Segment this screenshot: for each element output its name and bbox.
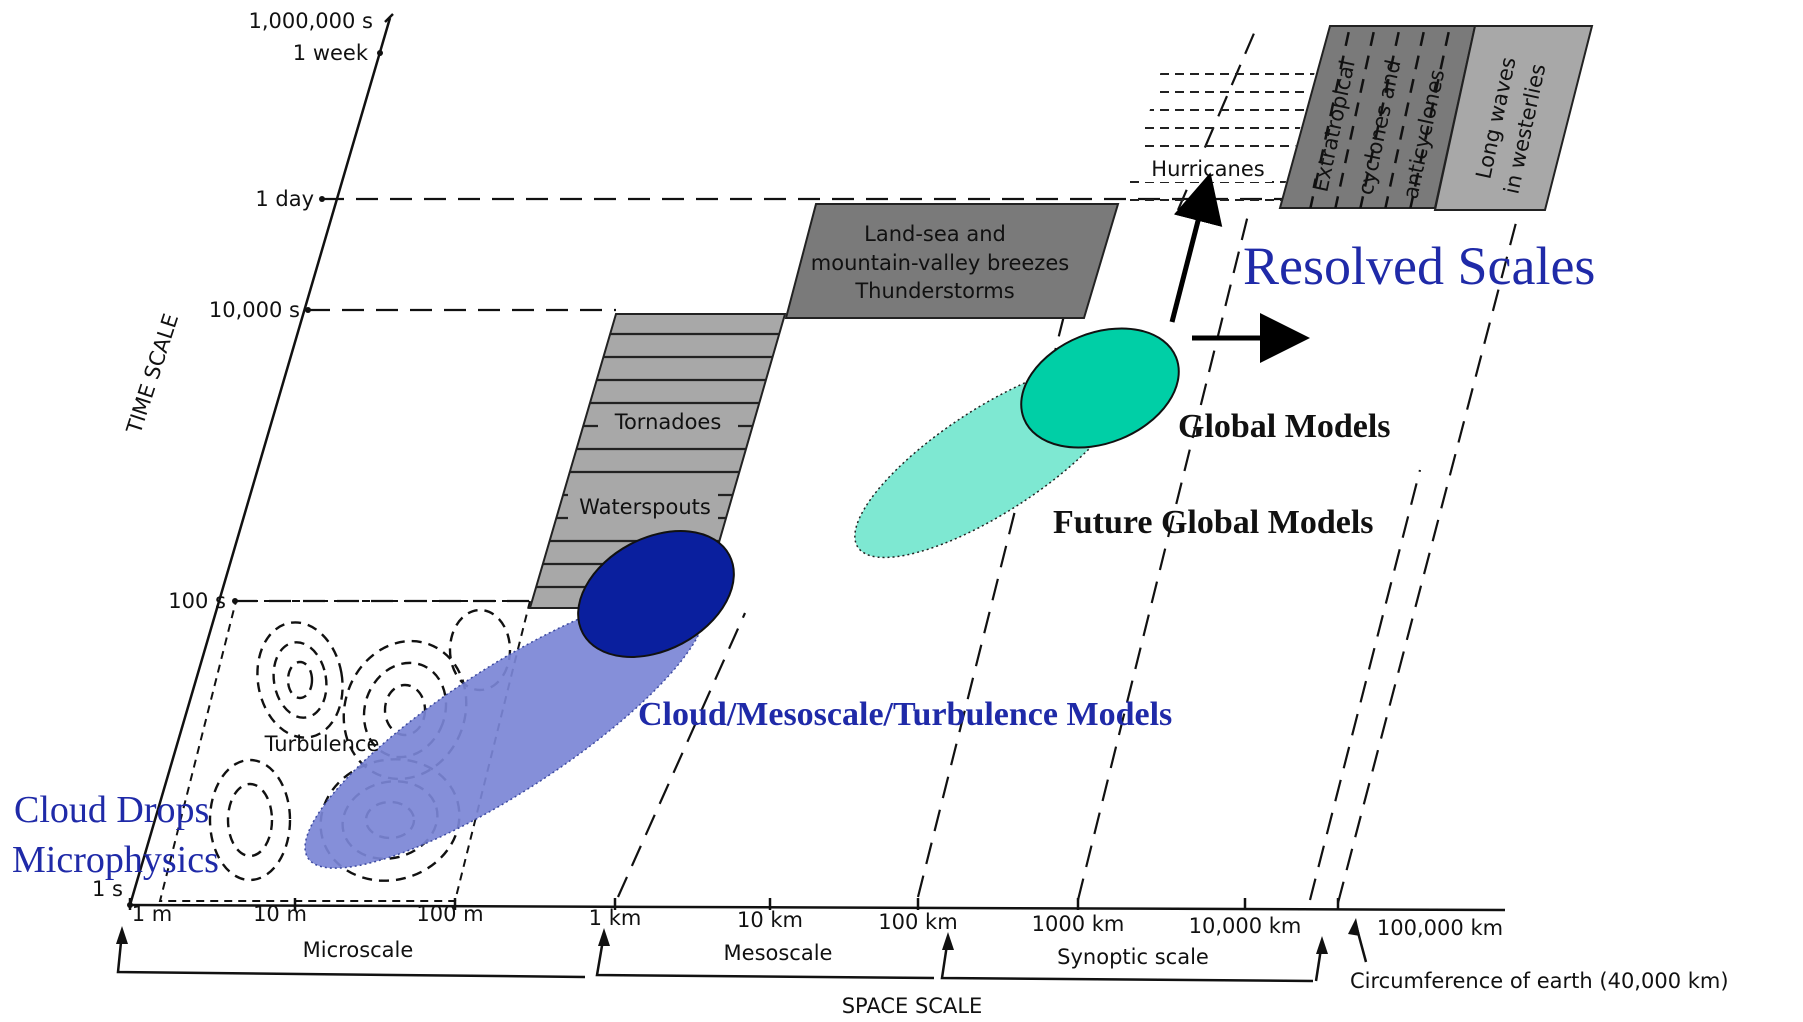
time-tick-1week: 1 week xyxy=(293,41,369,65)
scale-bracket-synoptic-end xyxy=(1314,941,1324,982)
synoptic-scale-label: Synoptic scale xyxy=(1057,945,1209,969)
guide-circumference xyxy=(1336,214,1520,904)
breezes-region: Land-sea and mountain-valley breezes Thu… xyxy=(784,203,1120,319)
time-tick-10000s: 10,000 s xyxy=(209,298,300,322)
circumference-pointer xyxy=(1354,924,1368,963)
breezes-label-2: mountain-valley breezes xyxy=(811,251,1069,275)
space-tick-100km: 100 km xyxy=(878,910,957,934)
time-tick-1s: 1 s xyxy=(92,877,123,901)
space-axis-line xyxy=(129,903,1506,912)
global-models-label: Global Models xyxy=(1178,408,1391,445)
guide-1000km xyxy=(1076,214,1250,901)
space-tick-1m: 1 m xyxy=(132,902,173,926)
time-axis-line xyxy=(128,17,392,906)
waterspouts-label: Waterspouts xyxy=(579,495,711,519)
space-tick-10km: 10 km xyxy=(737,908,803,932)
circumference-label: Circumference of earth (40,000 km) xyxy=(1350,969,1729,993)
space-tick-10000km: 10,000 km xyxy=(1189,914,1302,938)
time-axis-title: TIME SCALE xyxy=(122,311,184,438)
hurricanes-label: Hurricanes xyxy=(1151,157,1264,181)
space-tick-10m: 10 m xyxy=(253,902,307,926)
arrow-up xyxy=(1169,172,1223,323)
guide-hurr-right xyxy=(1308,469,1422,901)
space-tick-1000km: 1000 km xyxy=(1032,912,1125,936)
guide-lines xyxy=(235,23,1545,904)
axes xyxy=(128,13,1506,912)
cyclones-region: Extratropical cyclones and anticyclones xyxy=(1278,25,1477,209)
resolved-scales-label: Resolved Scales xyxy=(1243,236,1595,296)
long-waves-region: Long waves in westerlies xyxy=(1433,25,1594,211)
time-tick-100s: 100 s xyxy=(168,589,226,613)
future-global-models-label: Future Global Models xyxy=(1053,504,1374,541)
tornadoes-label: Tornadoes xyxy=(614,410,722,434)
space-tick-100000km: 100,000 km xyxy=(1377,916,1503,940)
guide-1km xyxy=(616,612,747,898)
space-axis-title: SPACE SCALE xyxy=(842,994,983,1018)
space-tick-marks xyxy=(128,898,1340,910)
breezes-label-1: Land-sea and xyxy=(864,222,1006,246)
turbulence-label: Turbulence xyxy=(264,732,380,756)
cloud-meso-models-label: Cloud/Mesoscale/Turbulence Models xyxy=(638,696,1172,733)
hurricanes-region: Hurricanes xyxy=(1122,73,1318,201)
time-ticks xyxy=(127,50,383,908)
global-models-ellipse xyxy=(1020,327,1180,449)
cloud-drops-label-2: Microphysics xyxy=(12,839,219,881)
mesoscale-label: Mesoscale xyxy=(724,941,833,965)
space-tick-100m: 100 m xyxy=(416,902,483,926)
cloud-models-ellipse xyxy=(577,530,735,658)
time-tick-1day: 1 day xyxy=(255,187,314,211)
space-tick-1km: 1 km xyxy=(589,906,642,930)
resolved-scale-arrows xyxy=(1169,172,1310,363)
breezes-label-3: Thunderstorms xyxy=(854,279,1014,303)
guide-100km xyxy=(916,219,1090,898)
scale-brackets xyxy=(116,931,1314,983)
microscale-label: Microscale xyxy=(303,938,414,962)
cloud-drops-label-1: Cloud Drops xyxy=(14,789,209,831)
time-tick-1000000s: 1,000,000 s xyxy=(249,9,374,33)
